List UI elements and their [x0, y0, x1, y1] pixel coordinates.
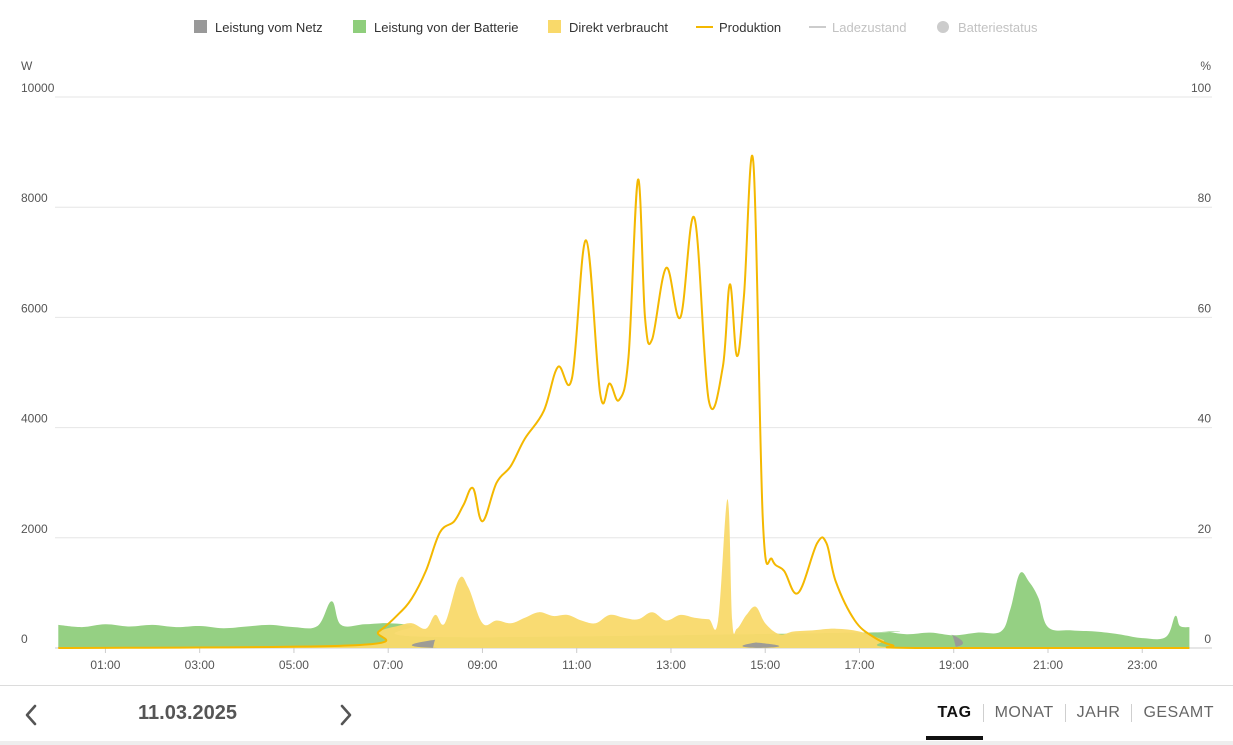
y-tick-label-left: 10000: [21, 81, 55, 95]
previous-date-button[interactable]: [16, 700, 46, 730]
next-date-button[interactable]: [331, 700, 361, 730]
x-tick-label: 09:00: [467, 658, 497, 672]
tab-divider: [982, 704, 984, 722]
y-axis-unit-left: W: [21, 59, 33, 73]
bottom-strip: [0, 741, 1233, 745]
legend-label: Batteriestatus: [958, 20, 1038, 35]
tab-monat[interactable]: MONAT: [994, 704, 1054, 721]
chevron-left-icon: [25, 704, 37, 726]
x-tick-label: 21:00: [1033, 658, 1063, 672]
legend-item-leistung-vom-netz[interactable]: Leistung vom Netz: [194, 20, 323, 35]
legend-item-leistung-von-der-batterie[interactable]: Leistung von der Batterie: [353, 20, 519, 35]
legend-circle-icon: [937, 21, 949, 33]
x-tick-label: 23:00: [1127, 658, 1157, 672]
legend-item-produktion[interactable]: Produktion: [696, 20, 781, 35]
y-tick-label-right: 40: [1198, 412, 1212, 426]
tab-divider: [1064, 704, 1066, 722]
y-tick-label-left: 0: [21, 632, 28, 646]
line-series-produktion: [58, 154, 1190, 650]
legend-square-icon: [353, 20, 366, 33]
y-tick-label-right: 60: [1198, 301, 1212, 315]
tab-jahr[interactable]: JAHR: [1076, 704, 1121, 721]
legend-square-icon: [548, 20, 561, 33]
legend-label: Ladezustand: [832, 20, 906, 35]
chart-svg: 0 0 2000 20 4000 40 6000 60 8000 80 10000 100 W % 01:0…: [21, 20, 1212, 672]
x-tick-label: 11:00: [562, 658, 591, 672]
y-tick-label-left: 4000: [21, 412, 48, 426]
y-tick-label-right: 20: [1198, 522, 1212, 536]
x-tick-label: 03:00: [185, 658, 215, 672]
tab-divider: [1131, 704, 1133, 722]
x-tick-label: 15:00: [750, 658, 780, 672]
tab-tag[interactable]: TAG: [926, 684, 983, 742]
y-tick-label-right: 80: [1198, 191, 1212, 205]
period-tabs: TAG MONAT JAHR GESAMT: [926, 686, 1225, 742]
y-axis-unit-right: %: [1200, 59, 1211, 73]
legend-square-icon: [194, 20, 207, 33]
area-series-direkt-verbraucht: [58, 499, 1190, 648]
tab-gesamt[interactable]: GESAMT: [1143, 704, 1214, 721]
selected-date[interactable]: 11.03.2025: [138, 702, 237, 724]
y-tick-label-right: 0: [1204, 632, 1211, 646]
legend-label: Leistung vom Netz: [215, 20, 323, 35]
x-tick-label: 17:00: [844, 658, 874, 672]
legend-item-direkt-verbraucht[interactable]: Direkt verbraucht: [548, 20, 668, 35]
x-tick-label: 19:00: [939, 658, 969, 672]
legend-label: Direkt verbraucht: [569, 20, 668, 35]
legend-label: Leistung von der Batterie: [374, 20, 519, 35]
y-tick-label-left: 2000: [21, 522, 48, 536]
chevron-right-icon: [340, 704, 352, 726]
x-tick-label: 05:00: [279, 658, 309, 672]
legend-item-ladezustand[interactable]: Ladezustand: [809, 20, 906, 35]
x-tick-label: 13:00: [656, 658, 686, 672]
x-tick-label: 07:00: [373, 658, 403, 672]
legend-item-batteriestatus[interactable]: Batteriestatus: [937, 20, 1038, 35]
date-navigation-bar: 11.03.2025 TAG MONAT JAHR GESAMT: [0, 685, 1233, 742]
energy-chart: 0 0 2000 20 4000 40 6000 60 8000 80 10000 100 W% 01:0…: [21, 20, 1212, 672]
legend-label: Produktion: [719, 20, 781, 35]
x-tick-label: 01:00: [90, 658, 120, 672]
area-series-leistung-von-der-batterie: [58, 572, 1190, 648]
y-tick-label-right: 100: [1191, 81, 1211, 95]
y-tick-label-left: 6000: [21, 301, 48, 315]
y-tick-label-left: 8000: [21, 191, 48, 205]
